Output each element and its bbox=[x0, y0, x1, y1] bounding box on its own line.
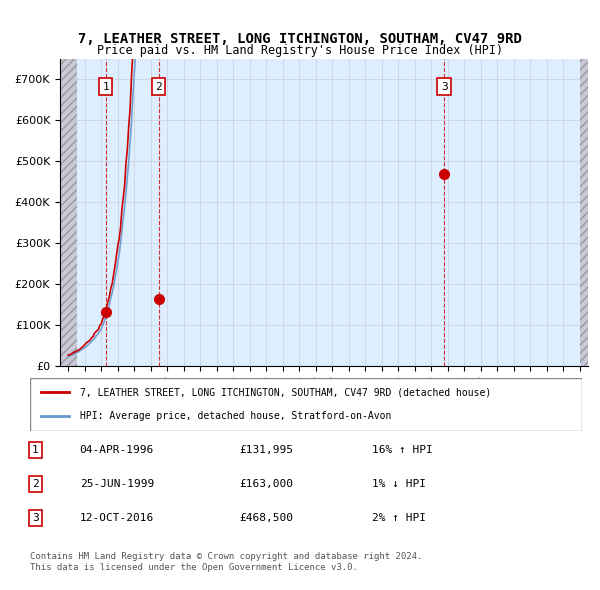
Text: £163,000: £163,000 bbox=[240, 479, 294, 489]
FancyBboxPatch shape bbox=[30, 378, 582, 431]
Text: £131,995: £131,995 bbox=[240, 445, 294, 455]
Text: 16% ↑ HPI: 16% ↑ HPI bbox=[372, 445, 433, 455]
Text: HPI: Average price, detached house, Stratford-on-Avon: HPI: Average price, detached house, Stra… bbox=[80, 411, 391, 421]
Text: 1% ↓ HPI: 1% ↓ HPI bbox=[372, 479, 426, 489]
Text: This data is licensed under the Open Government Licence v3.0.: This data is licensed under the Open Gov… bbox=[30, 563, 358, 572]
Text: 3: 3 bbox=[32, 513, 39, 523]
Text: 25-JUN-1999: 25-JUN-1999 bbox=[80, 479, 154, 489]
Text: 2: 2 bbox=[32, 479, 39, 489]
Text: 1: 1 bbox=[103, 81, 109, 91]
Text: 2% ↑ HPI: 2% ↑ HPI bbox=[372, 513, 426, 523]
Text: 7, LEATHER STREET, LONG ITCHINGTON, SOUTHAM, CV47 9RD: 7, LEATHER STREET, LONG ITCHINGTON, SOUT… bbox=[78, 32, 522, 47]
Text: 12-OCT-2016: 12-OCT-2016 bbox=[80, 513, 154, 523]
Text: Contains HM Land Registry data © Crown copyright and database right 2024.: Contains HM Land Registry data © Crown c… bbox=[30, 552, 422, 560]
Text: 3: 3 bbox=[441, 81, 448, 91]
Bar bbox=[60, 59, 77, 366]
Text: £468,500: £468,500 bbox=[240, 513, 294, 523]
Text: Price paid vs. HM Land Registry's House Price Index (HPI): Price paid vs. HM Land Registry's House … bbox=[97, 44, 503, 57]
Text: 7, LEATHER STREET, LONG ITCHINGTON, SOUTHAM, CV47 9RD (detached house): 7, LEATHER STREET, LONG ITCHINGTON, SOUT… bbox=[80, 388, 491, 398]
Text: 1: 1 bbox=[32, 445, 39, 455]
Text: 04-APR-1996: 04-APR-1996 bbox=[80, 445, 154, 455]
Bar bbox=[580, 59, 588, 366]
Text: 2: 2 bbox=[155, 81, 162, 91]
